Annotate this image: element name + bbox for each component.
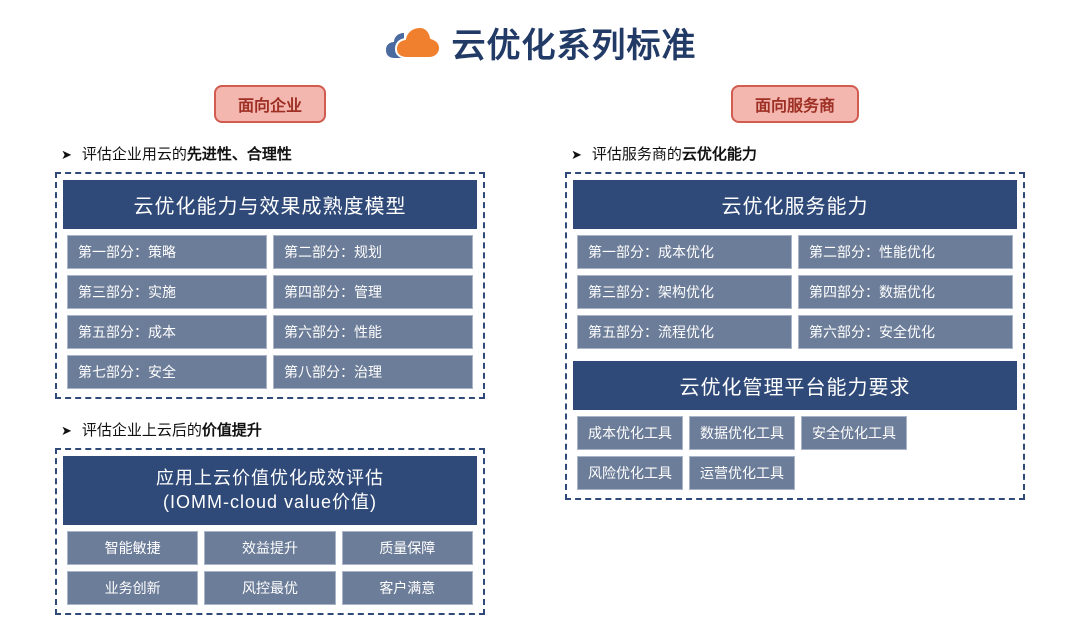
bullet-bold: 价值提升	[202, 422, 262, 439]
part-cell: 第六部分：性能	[273, 315, 473, 349]
columns: 面向企业 ➤ 评估企业用云的先进性、合理性 云优化能力与效果成熟度模型 第一部分…	[0, 85, 1080, 629]
bullet-provider: ➤ 评估服务商的云优化能力	[571, 143, 757, 164]
panel-title-iomm: 应用上云价值优化成效评估 (IOMM-cloud value价值)	[63, 456, 477, 525]
chevron-right-icon: ➤	[61, 423, 72, 439]
cloud-icon	[384, 21, 440, 64]
chevron-right-icon: ➤	[61, 147, 72, 163]
box-iomm: 应用上云价值优化成效评估 (IOMM-cloud value价值) 智能敏捷 效…	[55, 448, 485, 615]
service-part-cell: 第五部分：流程优化	[577, 315, 792, 349]
box-maturity-model: 云优化能力与效果成熟度模型 第一部分：策略 第二部分：规划 第三部分：实施 第四…	[55, 172, 485, 399]
bullet-prefix: 评估企业用云的	[82, 146, 187, 163]
part-cell: 第八部分：治理	[273, 355, 473, 389]
bullet-value: ➤ 评估企业上云后的价值提升	[61, 419, 262, 440]
part-cell: 第五部分：成本	[67, 315, 267, 349]
page-title: 云优化系列标准	[452, 18, 697, 67]
iomm-cell: 客户满意	[342, 571, 473, 605]
iomm-cell: 质量保障	[342, 531, 473, 565]
platform-cell: 运营优化工具	[689, 456, 795, 490]
iomm-cell: 业务创新	[67, 571, 198, 605]
platform-cell: 数据优化工具	[689, 416, 795, 450]
column-enterprise: 面向企业 ➤ 评估企业用云的先进性、合理性 云优化能力与效果成熟度模型 第一部分…	[55, 85, 485, 629]
panel-title-line1: 应用上云价值优化成效评估	[156, 468, 384, 488]
page-title-row: 云优化系列标准	[0, 0, 1080, 67]
panel-title-service: 云优化服务能力	[573, 180, 1017, 229]
panel-title-platform: 云优化管理平台能力要求	[573, 361, 1017, 410]
tag-enterprise: 面向企业	[214, 85, 326, 123]
column-provider: 面向服务商 ➤ 评估服务商的云优化能力 云优化服务能力 第一部分：成本优化 第二…	[565, 85, 1025, 629]
panel-title-line2: (IOMM-cloud value价值)	[163, 492, 377, 512]
bullet-bold: 云优化能力	[682, 146, 757, 163]
bullet-advancement: ➤ 评估企业用云的先进性、合理性	[61, 143, 292, 164]
part-cell: 第七部分：安全	[67, 355, 267, 389]
grid-maturity-parts: 第一部分：策略 第二部分：规划 第三部分：实施 第四部分：管理 第五部分：成本 …	[63, 229, 477, 391]
iomm-cell: 智能敏捷	[67, 531, 198, 565]
bullet-prefix: 评估服务商的	[592, 146, 682, 163]
tag-provider: 面向服务商	[731, 85, 859, 123]
part-cell: 第四部分：管理	[273, 275, 473, 309]
part-cell: 第三部分：实施	[67, 275, 267, 309]
platform-cell: 安全优化工具	[801, 416, 907, 450]
grid-service-parts: 第一部分：成本优化 第二部分：性能优化 第三部分：架构优化 第四部分：数据优化 …	[573, 229, 1017, 351]
panel-title-maturity: 云优化能力与效果成熟度模型	[63, 180, 477, 229]
part-cell: 第二部分：规划	[273, 235, 473, 269]
service-part-cell: 第四部分：数据优化	[798, 275, 1013, 309]
box-provider: 云优化服务能力 第一部分：成本优化 第二部分：性能优化 第三部分：架构优化 第四…	[565, 172, 1025, 500]
service-part-cell: 第六部分：安全优化	[798, 315, 1013, 349]
chevron-right-icon: ➤	[571, 147, 582, 163]
bullet-prefix: 评估企业上云后的	[82, 422, 202, 439]
platform-cell: 风险优化工具	[577, 456, 683, 490]
bullet-bold: 先进性、合理性	[187, 146, 292, 163]
service-part-cell: 第三部分：架构优化	[577, 275, 792, 309]
grid-platform-items: 成本优化工具 数据优化工具 安全优化工具 风险优化工具 运营优化工具	[573, 410, 1017, 492]
platform-cell: 成本优化工具	[577, 416, 683, 450]
service-part-cell: 第二部分：性能优化	[798, 235, 1013, 269]
part-cell: 第一部分：策略	[67, 235, 267, 269]
iomm-cell: 风控最优	[204, 571, 335, 605]
iomm-cell: 效益提升	[204, 531, 335, 565]
grid-iomm-items: 智能敏捷 效益提升 质量保障 业务创新 风控最优 客户满意	[63, 525, 477, 607]
service-part-cell: 第一部分：成本优化	[577, 235, 792, 269]
